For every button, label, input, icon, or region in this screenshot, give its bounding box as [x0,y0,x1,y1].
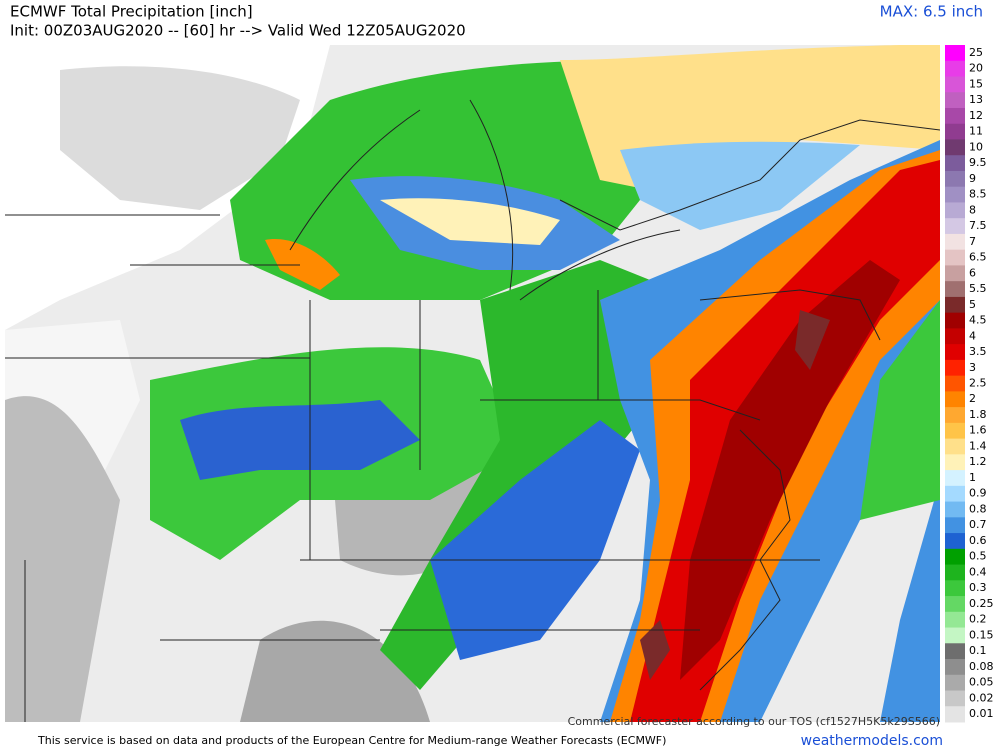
colorbar-label: 9.5 [969,156,987,169]
colorbar-label: 0.08 [969,660,994,673]
colorbar-swatch [945,391,965,408]
colorbar-swatch [945,170,965,188]
colorbar-swatch [945,76,965,93]
colorbar-label: 0.6 [969,534,987,547]
colorbar-swatch [945,249,965,266]
colorbar-label: 8.5 [969,188,987,201]
colorbar-label: 5.5 [969,282,987,295]
colorbar-label: 0.7 [969,518,987,531]
colorbar-label: 0.05 [969,676,994,689]
colorbar-label: 6 [969,266,976,279]
colorbar-swatch [945,580,965,597]
colorbar-label: 8 [969,203,976,216]
colorbar-swatch [945,45,965,62]
colorbar-swatch [945,107,965,125]
colorbar-label: 2 [969,392,976,405]
title: ECMWF Total Precipitation [inch] [10,3,253,21]
colorbar-swatch [945,706,965,723]
colorbar-label: 0.01 [969,707,994,720]
colorbar-label: 1.8 [969,408,987,421]
colorbar-swatch [945,454,965,471]
colorbar-swatch [945,139,965,156]
colorbar-label: 0.8 [969,502,987,515]
colorbar-swatch [945,123,965,140]
colorbar-swatch [945,643,965,660]
colorbar-label: 4 [969,329,976,342]
colorbar-swatch [945,659,965,676]
colorbar-swatch [945,60,965,77]
colorbar-swatch [945,359,965,377]
colorbar-label: 10 [969,140,983,153]
colorbar-swatch [945,328,965,345]
colorbar-label: 0.5 [969,550,987,563]
colorbar-label: 0.3 [969,581,987,594]
colorbar-swatch [945,202,965,219]
colorbar-label: 4.5 [969,314,987,327]
colorbar-label: 0.9 [969,487,987,500]
colorbar-swatch [945,92,965,109]
colorbar-swatch [945,548,965,566]
colorbar-label: 15 [969,77,983,90]
colorbar-swatch [945,281,965,298]
colorbar-label: 0.4 [969,565,987,578]
footer-site[interactable]: weathermodels.com [801,733,943,749]
watermark: Commercial forecaster according to our T… [568,715,940,728]
colorbar-label: 5 [969,298,976,311]
colorbar-label: 1.6 [969,424,987,437]
colorbar-swatch [945,218,965,235]
colorbar-swatch [945,674,965,692]
colorbar-label: 20 [969,62,983,75]
colorbar-swatch [945,312,965,329]
colorbar-swatch [945,233,965,251]
colorbar-swatch [945,296,965,314]
colorbar-swatch [945,470,965,487]
colorbar-swatch [945,690,965,707]
colorbar-label: 3.5 [969,345,987,358]
colorbar-label: 9 [969,172,976,185]
colorbar-label: 1 [969,471,976,484]
colorbar-swatch [945,596,965,613]
colorbar-label: 2.5 [969,377,987,390]
colorbar-label: 3 [969,361,976,374]
colorbar-swatch [945,485,965,503]
colorbar-swatch [945,611,965,629]
colorbar-swatch [945,186,965,203]
colorbar-swatch [945,438,965,455]
colorbar-label: 13 [969,93,983,106]
colorbar-swatch [945,627,965,644]
colorbar-swatch [945,344,965,361]
colorbar-label: 25 [969,46,983,59]
colorbar-swatch [945,265,965,282]
colorbar-swatch [945,375,965,392]
colorbar-swatch [945,564,965,581]
subtitle: Init: 00Z03AUG2020 -- [60] hr --> Valid … [10,22,466,40]
colorbar: 252015131211109.598.587.576.565.554.543.… [945,45,994,723]
colorbar-swatch [945,533,965,550]
colorbar-swatch [945,517,965,534]
max-label: MAX: 6.5 inch [880,3,983,21]
colorbar-label: 11 [969,125,983,138]
footer-notice: This service is based on data and produc… [37,734,666,747]
colorbar-label: 1.4 [969,439,987,452]
colorbar-label: 6.5 [969,251,987,264]
colorbar-label: 1.2 [969,455,987,468]
colorbar-swatch [945,407,965,424]
colorbar-label: 12 [969,109,983,122]
colorbar-label: 7.5 [969,219,987,232]
colorbar-swatch [945,501,965,518]
colorbar-label: 0.1 [969,644,987,657]
colorbar-label: 0.2 [969,613,987,626]
map [5,45,940,722]
colorbar-label: 0.02 [969,691,994,704]
colorbar-swatch [945,422,965,440]
colorbar-label: 0.25 [969,597,994,610]
colorbar-label: 0.15 [969,628,994,641]
colorbar-label: 7 [969,235,976,248]
colorbar-swatch [945,155,965,172]
